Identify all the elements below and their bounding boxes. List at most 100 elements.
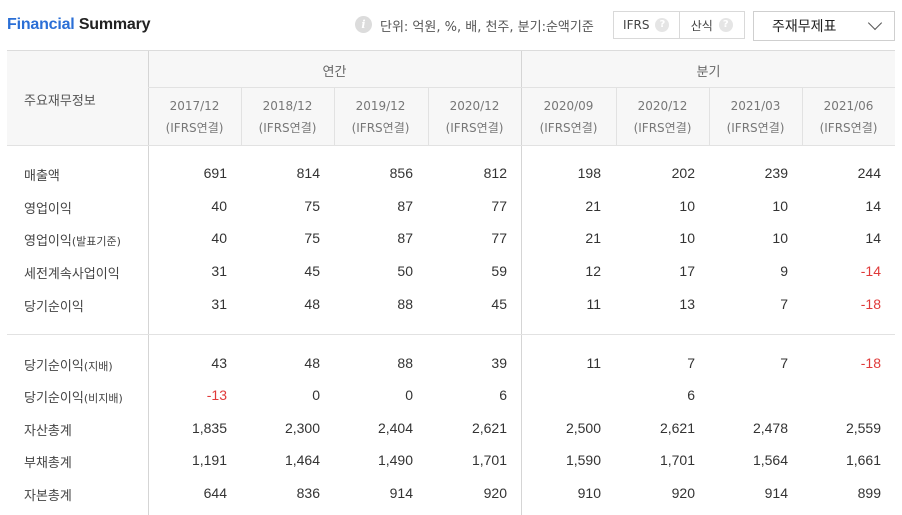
- column-divider: [616, 87, 617, 145]
- table-cell: 239: [764, 165, 788, 181]
- column-period: 2020/12: [449, 99, 500, 113]
- table-cell: 644: [203, 485, 227, 501]
- table-cell: -18: [860, 355, 881, 371]
- table-cell: 50: [397, 263, 413, 279]
- column-basis: (IFRS연결): [165, 121, 224, 135]
- group-header-annual: 연간: [322, 65, 347, 80]
- table-cell: 1,701: [659, 452, 695, 468]
- table-cell: 1,701: [471, 452, 507, 468]
- table-cell: 77: [491, 198, 507, 214]
- column-period: 2020/12: [637, 99, 688, 113]
- table-cell: 40: [211, 230, 227, 246]
- column-basis: (IFRS연결): [258, 121, 317, 135]
- column-header: 2020/09 (IFRS연결): [522, 95, 615, 139]
- table-cell: 87: [397, 230, 413, 246]
- table-cell: 14: [865, 230, 881, 246]
- row-label-sub: (비지배): [83, 392, 123, 405]
- table-cell: 920: [671, 485, 695, 501]
- table-cell: 691: [203, 165, 227, 181]
- table-cell: 1,661: [845, 452, 881, 468]
- table-cell: 75: [304, 198, 320, 214]
- group-divider: [521, 51, 522, 515]
- table-cell: 899: [857, 485, 881, 501]
- column-header: 2018/12 (IFRS연결): [241, 95, 334, 139]
- table-cell: 914: [389, 485, 413, 501]
- row-label: 영업이익: [24, 198, 72, 217]
- column-basis: (IFRS연결): [351, 121, 410, 135]
- row-label-sub: (지배): [83, 360, 113, 373]
- table-cell: 1,564: [752, 452, 788, 468]
- column-basis: (IFRS연결): [633, 121, 692, 135]
- table-top-border: [7, 50, 895, 51]
- column-period: 2017/12: [169, 99, 220, 113]
- table-cell: 11: [586, 355, 601, 371]
- row-label: 영업이익(발표기준): [24, 230, 121, 249]
- table-cell: 2,621: [659, 420, 695, 436]
- table-cell: 1,191: [191, 452, 227, 468]
- row-label: 세전계속사업이익: [24, 263, 120, 282]
- column-basis: (IFRS연결): [539, 121, 598, 135]
- report-type-select[interactable]: 주재무제표: [753, 11, 895, 41]
- table-cell: 7: [687, 355, 695, 371]
- table-cell: 914: [764, 485, 788, 501]
- table-cell: 202: [671, 165, 695, 181]
- table-cell: 2,478: [752, 420, 788, 436]
- group-header-divider: [148, 87, 895, 88]
- table-cell: 1,835: [191, 420, 227, 436]
- table-cell: 920: [483, 485, 507, 501]
- table-cell: 10: [772, 198, 788, 214]
- table-cell: 7: [780, 355, 788, 371]
- row-label: 당기순이익(지배): [24, 355, 113, 374]
- table-cell: 31: [211, 296, 227, 312]
- table-cell: 43: [211, 355, 227, 371]
- column-header: 2020/12 (IFRS연결): [428, 95, 521, 139]
- title-part2: Summary: [78, 16, 151, 33]
- row-label-main: 자산총계: [24, 424, 72, 439]
- column-header: 2017/12 (IFRS연결): [148, 95, 241, 139]
- row-label-main: 당기순이익: [24, 300, 84, 315]
- table-cell: 21: [585, 198, 601, 214]
- table-cell: 1,464: [284, 452, 320, 468]
- table-cell: 814: [296, 165, 320, 181]
- help-icon[interactable]: ?: [655, 18, 670, 32]
- formula-label: 산식: [690, 18, 713, 33]
- table-cell: 1,590: [565, 452, 601, 468]
- section-divider: [7, 334, 895, 335]
- table-cell: 9: [780, 263, 788, 279]
- column-period: 2021/03: [730, 99, 781, 113]
- table-cell: 812: [483, 165, 507, 181]
- table-cell: 13: [679, 296, 695, 312]
- row-label-main: 당기순이익: [24, 359, 84, 374]
- basis-toggle-group: IFRS ? 산식 ?: [613, 11, 745, 39]
- table-cell: 2,559: [845, 420, 881, 436]
- column-divider: [709, 87, 710, 145]
- column-divider: [802, 87, 803, 145]
- help-icon[interactable]: ?: [718, 18, 733, 32]
- column-divider: [241, 87, 242, 145]
- table-cell: 6: [687, 387, 695, 403]
- table-cell: 40: [211, 198, 227, 214]
- title-part1: Financial: [7, 16, 75, 33]
- column-basis: (IFRS연결): [445, 121, 504, 135]
- formula-button[interactable]: 산식 ?: [678, 12, 745, 38]
- table-cell: 198: [577, 165, 601, 181]
- table-cell: 6: [499, 387, 507, 403]
- column-header: 2020/12 (IFRS연결): [616, 95, 709, 139]
- table-cell: 1,490: [377, 452, 413, 468]
- column-period: 2021/06: [823, 99, 874, 113]
- info-icon[interactable]: i: [355, 16, 372, 33]
- group-header-quarter: 분기: [696, 65, 721, 80]
- ifrs-button[interactable]: IFRS ?: [614, 12, 679, 38]
- column-divider: [148, 51, 149, 515]
- column-period: 2020/09: [543, 99, 594, 113]
- row-label: 부채총계: [24, 452, 72, 471]
- table-cell: -14: [860, 263, 881, 279]
- table-cell: 2,621: [471, 420, 507, 436]
- table-cell: 75: [304, 230, 320, 246]
- unit-info: 단위: 억원, %, 배, 천주, 분기:순액기준: [380, 20, 594, 35]
- table-cell: 0: [312, 387, 320, 403]
- table-cell: 14: [865, 198, 881, 214]
- column-divider: [334, 87, 335, 145]
- table-cell: 48: [304, 355, 320, 371]
- table-cell: 39: [491, 355, 507, 371]
